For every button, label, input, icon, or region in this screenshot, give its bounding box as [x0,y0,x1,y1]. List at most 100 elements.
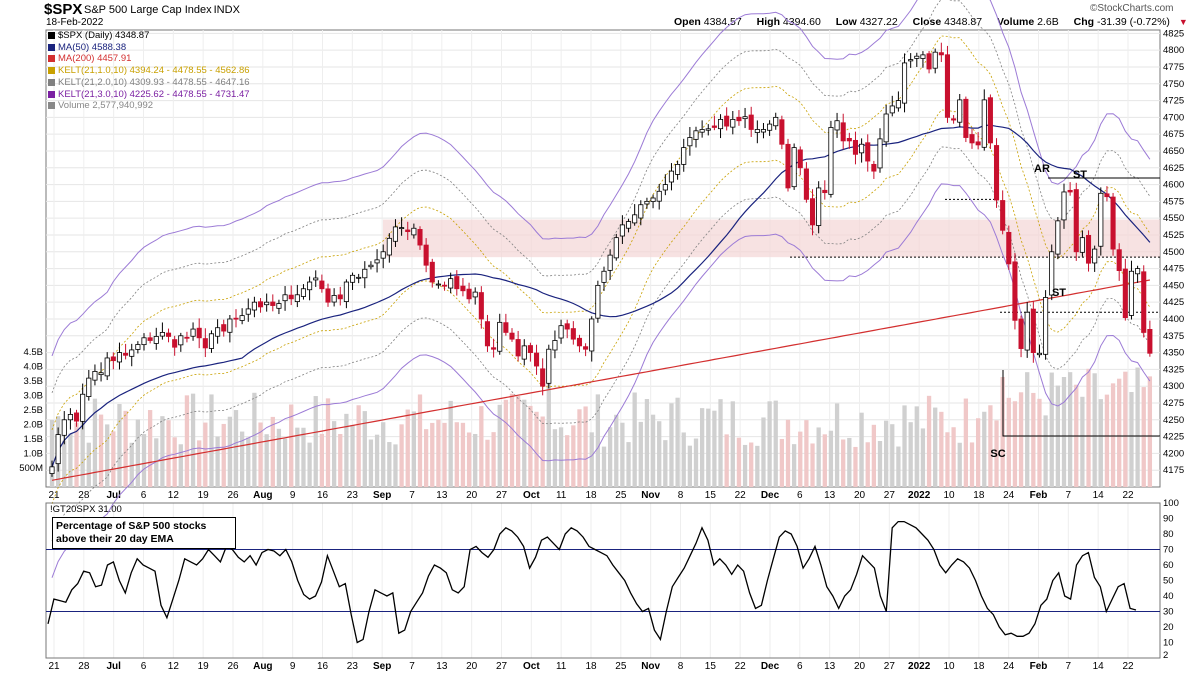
volume-bar [540,416,545,487]
volume-bar [804,420,809,487]
candle-body [975,141,981,146]
volume-bar [957,442,962,487]
x-tick-label: 6 [797,490,803,501]
volume-bar [141,434,147,487]
ohlc-readout: Open 4384.57 High 4394.60 Low 4327.22 Cl… [674,16,1200,28]
candle-body [110,356,116,362]
kelt2-upper [51,0,1151,394]
candle-body [607,254,613,271]
volume-bar [810,443,815,487]
volume-bar [68,433,73,487]
legend-label: KELT(21,3.0,10) 4225.62 - 4478.55 - 4731… [58,88,250,100]
x-tick-label: 7 [1066,661,1072,672]
candle-body [423,244,429,266]
volume-bar [589,432,594,487]
candle-body [116,352,123,363]
candle-body [405,229,411,233]
volume-bar [534,411,539,487]
x-tick-label: 25 [615,661,627,672]
volume-bar [865,442,870,487]
candle-body [840,122,846,142]
volume-bar [816,427,821,487]
candle-body [49,466,55,474]
x-tick-label: Feb [1030,490,1048,501]
candle-body [141,337,147,346]
volume-bar [675,397,680,487]
open-label: Open [674,16,701,28]
close-value: 4348.87 [944,16,983,28]
candle-body [889,105,895,114]
x-tick-label: 18 [585,661,597,672]
volume-bar [362,411,367,487]
volume-tick-label: 2.0B [23,420,43,431]
x-tick-label: 18 [585,490,597,501]
candle-body [343,281,349,302]
volume-bar [841,439,846,487]
candle-body [264,301,270,306]
volume-bar [742,444,748,487]
indicator-description: Percentage of S&P 500 stocks above their… [52,517,236,549]
volume-bar [767,401,772,487]
price-panel-frame [45,29,1161,488]
legend-item: KELT(21,2.0,10) 4309.93 - 4478.55 - 4647… [48,77,250,89]
candle-body [852,139,859,155]
x-tick-label: 26 [227,661,239,672]
candle-body [773,116,779,127]
candle-body [300,288,307,297]
stockcharts-logo[interactable]: ©StockCharts.com [1090,3,1174,14]
candle-body [705,128,711,131]
candle-body [650,197,656,202]
volume-bar [399,424,404,487]
candle-body [570,328,576,340]
candle-body [1128,270,1135,316]
candle-body [724,115,730,127]
volume-bar [381,422,386,487]
candle-body [601,270,607,283]
down-arrow-icon: ▼ [1178,17,1188,27]
volume-bar [301,427,306,487]
candle-body [1049,251,1055,296]
candle-body [448,278,454,289]
volume-bar [657,421,662,487]
volume-bar [975,418,981,487]
candle-body [1006,231,1012,265]
x-tick-label: 22 [735,661,747,672]
legend-swatch [48,55,55,63]
volume-bar [920,428,926,487]
volume-tick-label: 4.5B [23,347,43,358]
candle-body [1085,234,1092,264]
candle-body [1067,189,1073,193]
candle-body [687,137,693,147]
volume-bar [1147,376,1153,487]
indicator-tick-label: 50 [1163,576,1174,587]
x-tick-label: Oct [523,490,540,501]
volume-bar [485,439,490,487]
volume-bar [282,438,288,487]
x-tick-label: 14 [1093,490,1105,501]
resistance-band [383,219,1160,258]
candle-body [1098,192,1104,247]
indicator-tick-label: 30 [1163,607,1174,618]
candle-body [901,62,908,104]
y-tick-label: 4700 [1163,112,1184,123]
annotation-label: ST [1052,287,1066,299]
candle-body [392,226,399,242]
volume-bar [442,422,447,487]
x-tick-label: 6 [141,661,147,672]
x-tick-label: 16 [317,490,329,501]
candle-body [1079,237,1085,253]
volume-bar [454,422,459,487]
volume-bar [620,422,625,487]
volume-bar [387,442,392,487]
candle-body [668,170,675,183]
candle-body [233,317,239,320]
volume-bar [92,398,98,487]
y-tick-label: 4350 [1163,348,1184,359]
resistance-zone [383,198,1160,313]
candle-body [509,332,515,340]
candle-body [86,377,92,397]
candle-body [441,284,448,287]
volume-bar [883,420,889,487]
volume-bar [1037,398,1042,487]
